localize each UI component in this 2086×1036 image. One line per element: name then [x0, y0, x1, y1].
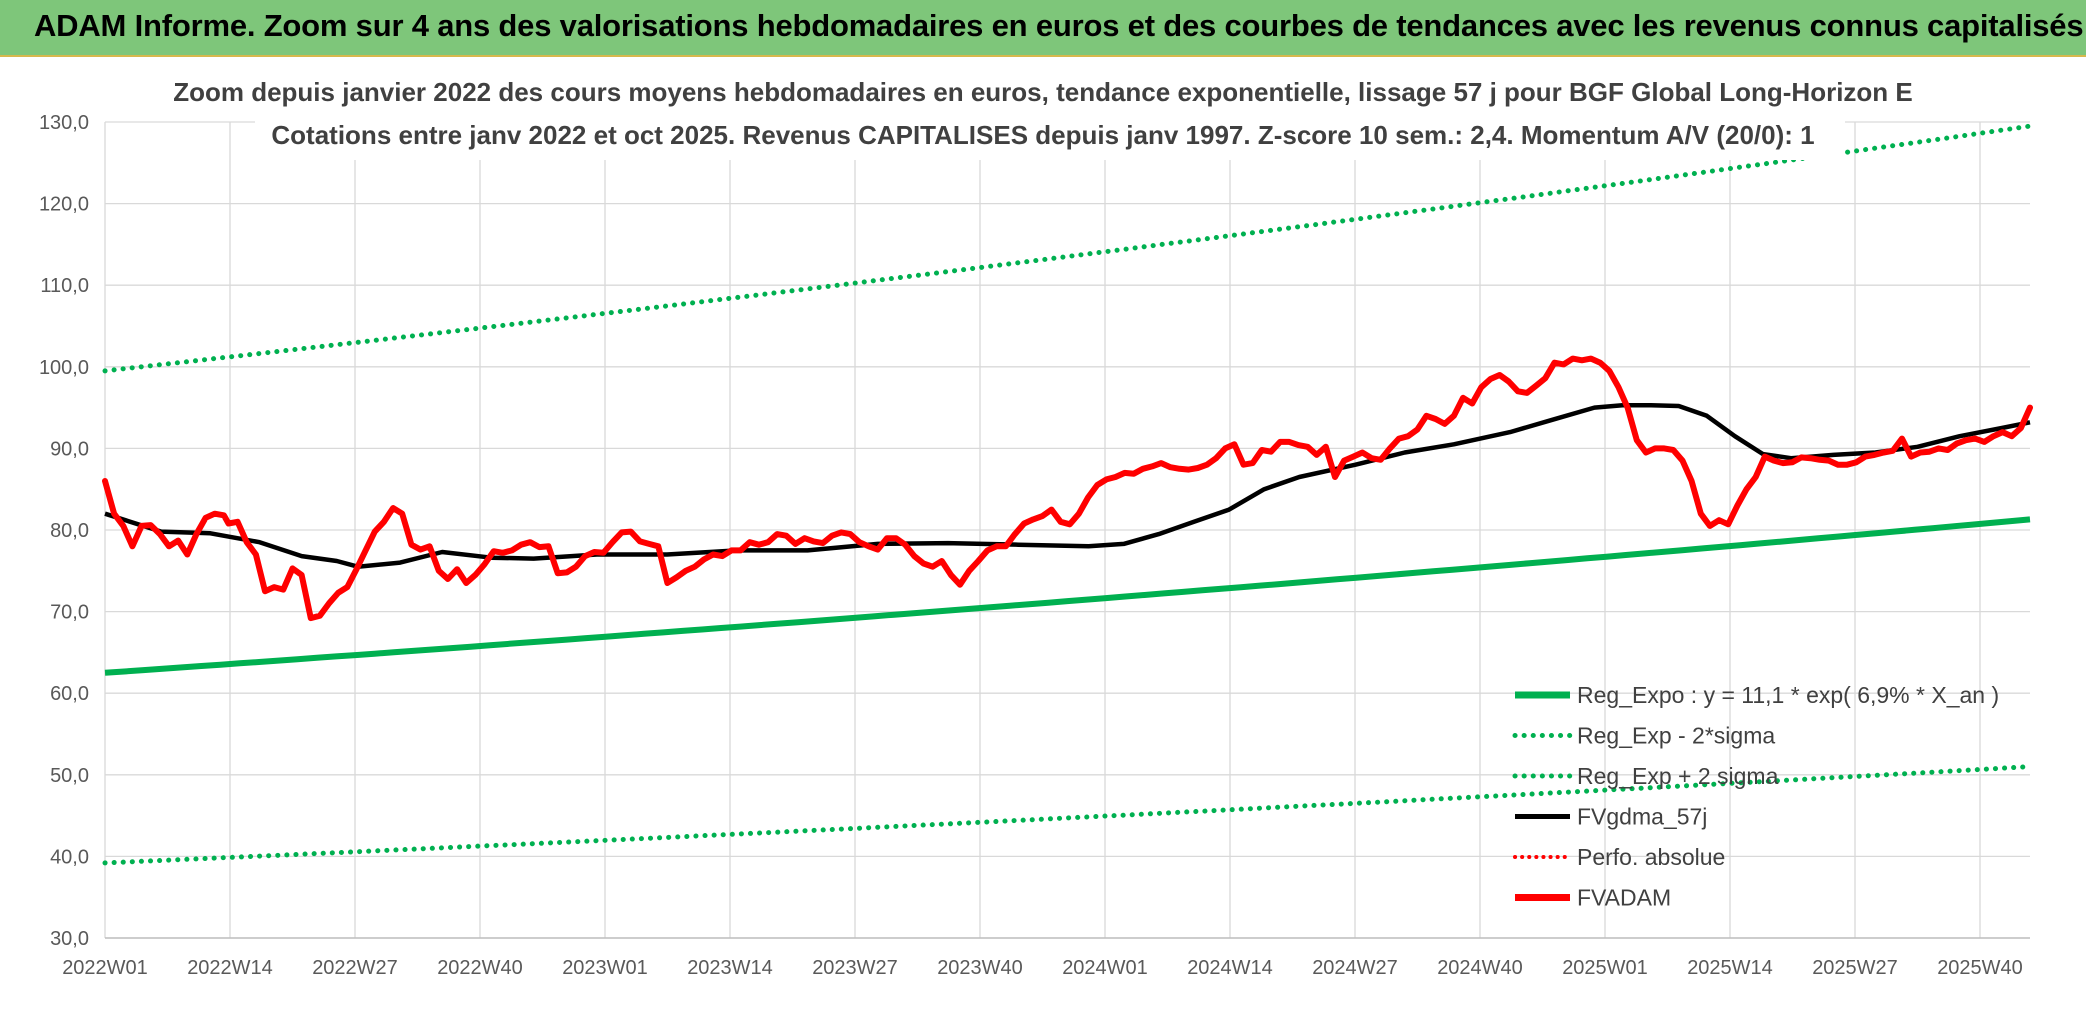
y-tick-label: 50,0 [50, 765, 89, 787]
reg-expo-line [104, 516, 2031, 676]
x-tick-label: 2023W01 [562, 957, 648, 979]
fvadam-line [102, 355, 2033, 622]
x-tick-label: 2024W01 [1062, 957, 1148, 979]
legend-reg-minus-2sigma-label: Reg_Exp - 2*sigma [1577, 723, 1775, 749]
line-chart: 30,0 40,0 50,0 60,0 70,0 80,0 90,0 100,0 110,0 12… [39, 60, 2033, 979]
x-tick-label: 2022W40 [437, 957, 523, 979]
x-tick-label: 2024W40 [1437, 957, 1523, 979]
reg-expo-plus-2sigma-line [102, 123, 2033, 374]
y-tick-label: 60,0 [50, 683, 89, 705]
fvgdma-57j-line [104, 402, 2031, 569]
y-tick-label: 110,0 [40, 275, 89, 297]
x-tick-label: 2024W14 [1187, 957, 1273, 979]
x-tick-label: 2022W27 [312, 957, 398, 979]
x-tick-label: 2022W14 [187, 957, 273, 979]
legend-fvadam-label: FVADAM [1577, 885, 1671, 911]
y-tick-label: 40,0 [50, 846, 89, 868]
x-tick-label: 2025W01 [1562, 957, 1648, 979]
y-tick-label: 70,0 [50, 602, 89, 624]
x-tick-label: 2025W14 [1687, 957, 1773, 979]
legend-fvgdma-57j-label: FVgdma_57j [1577, 804, 1707, 830]
y-tick-label: 120,0 [39, 194, 89, 216]
y-tick-label: 130,0 [39, 112, 89, 134]
reg-expo-minus-2sigma-line [102, 764, 2033, 866]
legend-reg-plus-2sigma-label: Reg_Exp + 2 sigma [1577, 763, 1779, 789]
x-tick-label: 2025W27 [1812, 957, 1898, 979]
x-tick-label: 2023W40 [937, 957, 1023, 979]
x-tick-label: 2025W40 [1937, 957, 2023, 979]
y-tick-label: 30,0 [50, 928, 89, 950]
legend-reg-expo-label: Reg_Expo : y = 11,1 * exp( 6,9% * X_an ) [1577, 682, 1999, 708]
x-tick-label: 2022W01 [62, 957, 148, 979]
legend-perfo-absolue-label: Perfo. absolue [1577, 844, 1725, 870]
y-tick-label: 80,0 [50, 520, 89, 542]
chart-title-box [255, 60, 1845, 160]
y-tick-label: 100,0 [39, 357, 89, 379]
y-tick-label: 90,0 [50, 438, 89, 460]
x-tick-label: 2023W14 [687, 957, 773, 979]
report-title: ADAM Informe. Zoom sur 4 ans des valoris… [34, 8, 2084, 43]
x-tick-label: 2023W27 [812, 957, 898, 979]
chart-area: 30,0 40,0 50,0 60,0 70,0 80,0 90,0 100,0 110,0 12… [0, 55, 2086, 1031]
title-banner: ADAM Informe. Zoom sur 4 ans des valoris… [0, 0, 2086, 57]
chart-title-line2: Cotations entre janv 2022 et oct 2025. R… [271, 120, 1814, 150]
x-tick-label: 2024W27 [1312, 957, 1398, 979]
chart-title-line1: Zoom depuis janvier 2022 des cours moyen… [173, 77, 1913, 107]
